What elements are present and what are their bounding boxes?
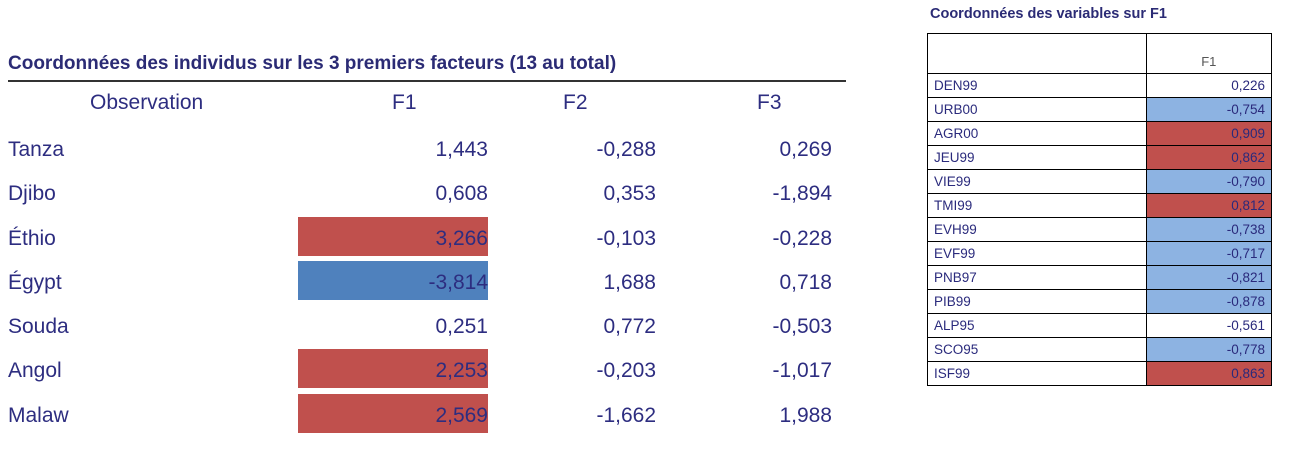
f1-value: -3,814 [428, 270, 488, 294]
observation-name: Égypt [8, 270, 62, 294]
f3-value: 0,269 [779, 138, 832, 161]
variables-table-title: Coordonnées des variables sur F1 [930, 6, 1167, 22]
variable-value: -0,778 [1145, 337, 1273, 362]
f3-value: -0,503 [772, 315, 832, 339]
table-row: Éthio 3,266 -0,103 -0,228 [8, 216, 846, 261]
individuals-table-header: Observation F1 F2 F3 [8, 91, 846, 121]
table-row: Souda 0,251 0,772 -0,503 [8, 305, 846, 349]
header-f3: F3 [757, 91, 782, 114]
table-row: ISF99 0,863 [927, 361, 1273, 386]
f1-cell: 0,251 [298, 305, 488, 344]
f2-value: -0,288 [596, 138, 656, 161]
variable-value: 0,909 [1145, 121, 1273, 146]
table-row: Djibo 0,608 0,353 -1,894 [8, 172, 846, 216]
table-row: AGR00 0,909 [927, 121, 1273, 146]
variable-label: EVF99 [927, 241, 1147, 266]
table-row: JEU99 0,862 [927, 145, 1273, 170]
variable-label: ALP95 [927, 313, 1147, 338]
f2-value: 1,688 [603, 270, 656, 294]
table-row: VIE99 -0,790 [927, 169, 1273, 194]
variable-label: VIE99 [927, 169, 1147, 194]
variable-value: -0,754 [1145, 97, 1273, 122]
variable-label: SCO95 [927, 337, 1147, 362]
variable-label: DEN99 [927, 73, 1147, 98]
observation-name: Malaw [8, 403, 69, 427]
variable-label: ISF99 [927, 361, 1147, 386]
f2-value: 0,772 [603, 315, 656, 339]
f1-value: 3,266 [435, 226, 488, 250]
observation-name: Tanza [8, 138, 65, 161]
observation-name: Djibo [8, 182, 56, 206]
variable-label: TMI99 [927, 193, 1147, 218]
f3-value: 1,988 [779, 403, 832, 427]
variable-value: 0,226 [1145, 73, 1273, 98]
variable-value: 0,863 [1145, 361, 1273, 386]
variable-label: PIB99 [927, 289, 1147, 314]
table-row: Tanza 1,443 -0,288 0,269 [8, 128, 846, 172]
variable-value: -0,878 [1145, 289, 1273, 314]
variables-table: F1 DEN99 0,226 URB00 -0,754 AGR00 0,909 JEU… [927, 33, 1273, 386]
f2-value: -1,662 [596, 403, 656, 427]
f2-value: -0,203 [596, 359, 656, 383]
f3-value: -1,894 [772, 182, 832, 206]
f2-value: 0,353 [603, 182, 656, 206]
f1-cell: 2,253 [298, 349, 488, 389]
table-row: Angol 2,253 -0,203 -1,017 [8, 349, 846, 393]
observation-name: Angol [8, 359, 62, 383]
variable-value: 0,812 [1145, 193, 1273, 218]
f1-value: 2,253 [435, 359, 488, 383]
f1-value: 1,443 [435, 138, 488, 161]
table-row: PNB97 -0,821 [927, 265, 1273, 290]
f3-value: -1,017 [772, 359, 832, 383]
f1-cell: 3,266 [298, 216, 488, 256]
table-row: EVH99 -0,738 [927, 217, 1273, 242]
observation-name: Éthio [8, 226, 56, 250]
individuals-table-title: Coordonnées des individus sur les 3 prem… [8, 53, 617, 74]
f3-value: -0,228 [772, 226, 832, 250]
f1-cell: 1,443 [298, 128, 488, 167]
variable-value: -0,821 [1145, 265, 1273, 290]
f1-value: 0,251 [435, 315, 488, 339]
table-row: DEN99 0,226 [927, 73, 1273, 98]
f2-value: -0,103 [596, 226, 656, 250]
variable-label: EVH99 [927, 217, 1147, 242]
variable-label: URB00 [927, 97, 1147, 122]
table-row: URB00 -0,754 [927, 97, 1273, 122]
variable-value: -0,738 [1145, 217, 1273, 242]
variable-value: -0,717 [1145, 241, 1273, 266]
f1-value: 0,608 [435, 182, 488, 206]
f1-value: 2,569 [435, 403, 488, 427]
variable-label: AGR00 [927, 121, 1147, 146]
f1-cell: -3,814 [298, 260, 488, 300]
individuals-table-body: Tanza 1,443 -0,288 0,269 Djibo 0,608 0,3… [8, 128, 846, 438]
variable-label: JEU99 [927, 145, 1147, 170]
table-row: PIB99 -0,878 [927, 289, 1273, 314]
header-empty-cell [927, 33, 1147, 74]
table-row: Malaw 2,569 -1,662 1,988 [8, 393, 846, 438]
variable-value: -0,790 [1145, 169, 1273, 194]
f1-cell: 2,569 [298, 393, 488, 433]
header-f1: F1 [1145, 33, 1273, 74]
header-f1: F1 [392, 91, 417, 114]
variable-value: -0,561 [1145, 313, 1273, 338]
individuals-table-rule [8, 80, 846, 82]
f1-cell: 0,608 [298, 172, 488, 211]
table-row: TMI99 0,812 [927, 193, 1273, 218]
header-observation: Observation [90, 91, 204, 114]
observation-name: Souda [8, 315, 69, 339]
f3-value: 0,718 [779, 270, 832, 294]
table-row: EVF99 -0,717 [927, 241, 1273, 266]
variable-label: PNB97 [927, 265, 1147, 290]
variables-table-header: F1 [927, 33, 1273, 74]
header-f2: F2 [563, 91, 588, 114]
variable-value: 0,862 [1145, 145, 1273, 170]
table-row: SCO95 -0,778 [927, 337, 1273, 362]
table-row: Égypt -3,814 1,688 0,718 [8, 260, 846, 305]
table-row: ALP95 -0,561 [927, 313, 1273, 338]
